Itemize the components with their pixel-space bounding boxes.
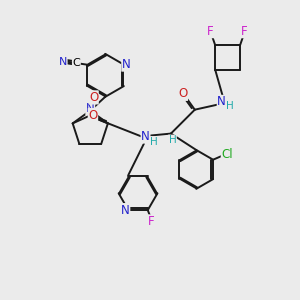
Text: H: H: [226, 101, 234, 111]
Text: H: H: [169, 135, 176, 145]
Text: O: O: [178, 87, 188, 101]
Text: N: N: [141, 130, 150, 143]
Text: N: N: [86, 102, 95, 115]
Text: F: F: [147, 215, 154, 228]
Text: N: N: [121, 204, 130, 217]
Text: N: N: [217, 95, 226, 108]
Text: O: O: [88, 109, 98, 122]
Text: F: F: [207, 25, 214, 38]
Text: C: C: [73, 58, 80, 68]
Text: Cl: Cl: [221, 148, 233, 161]
Text: N: N: [59, 57, 67, 67]
Text: N: N: [122, 58, 130, 71]
Text: O: O: [89, 91, 98, 104]
Text: F: F: [241, 25, 248, 38]
Text: H: H: [150, 136, 158, 147]
